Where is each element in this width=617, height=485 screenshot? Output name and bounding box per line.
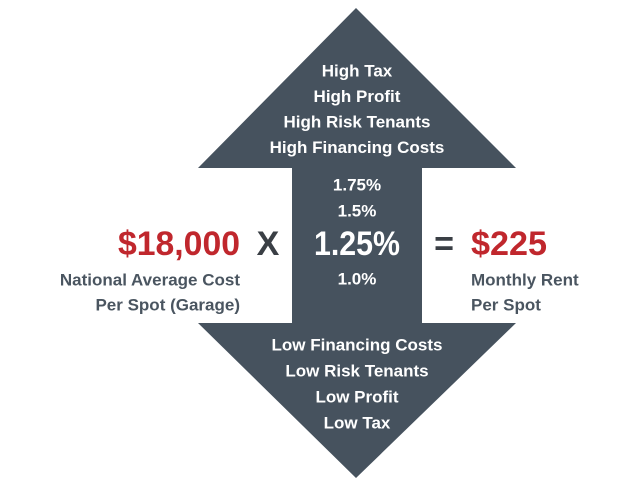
cost-label: National Average Cost — [60, 270, 240, 289]
rate: 1.5% — [338, 201, 377, 220]
lower-factor: Low Profit — [315, 387, 398, 406]
rent-label: Monthly Rent — [471, 270, 579, 289]
cost-value: $18,000 — [118, 225, 240, 263]
upper-factor: High Tax — [322, 61, 393, 80]
cost-label: Per Spot (Garage) — [95, 295, 240, 314]
upper-factor: High Risk Tenants — [283, 112, 430, 131]
multiply-sign: X — [257, 225, 280, 263]
rates: 1.75% 1.5% 1.25% 1.0% — [314, 175, 400, 288]
rate: 1.0% — [338, 269, 377, 288]
rent-value: $225 — [471, 225, 547, 263]
double-arrow — [198, 8, 516, 478]
upper-factor: High Profit — [314, 87, 401, 106]
rate: 1.75% — [333, 175, 381, 194]
lower-factor: Low Tax — [324, 413, 391, 432]
rent-label: Per Spot — [471, 295, 541, 314]
lower-factor: Low Financing Costs — [272, 335, 443, 354]
upper-factor: High Financing Costs — [270, 138, 445, 157]
upper-factors: High Tax High Profit High Risk Tenants High… — [270, 61, 445, 157]
rate: 1.25% — [314, 225, 400, 263]
lower-factor: Low Risk Tenants — [285, 361, 428, 380]
equals-sign: = — [434, 225, 454, 263]
lower-factors: Low Financing Costs Low Risk Tenants Low P… — [272, 335, 443, 432]
